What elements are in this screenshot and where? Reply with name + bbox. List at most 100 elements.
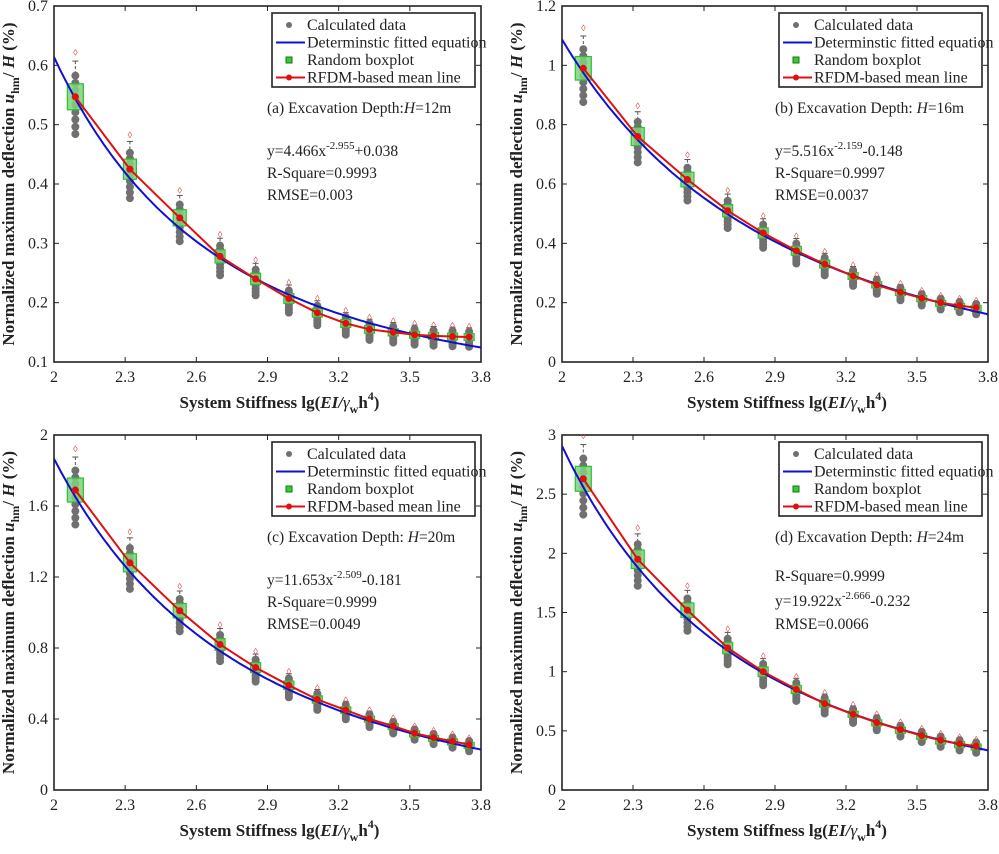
calculated-data-point [251,291,260,300]
outlier-marker: ◊ [974,734,979,744]
equation-exponent: -2.955 [326,140,355,152]
x-axis-label: System Stiffness lg(EI/γwh4) [687,817,887,844]
mean-point [449,737,457,745]
outlier-marker: ◊ [794,231,799,241]
calculated-data-point [175,627,184,636]
calculated-data-point [341,330,350,339]
outlier-marker: ◊ [391,713,396,723]
y-tick-label: 0.8 [28,640,48,657]
calculated-data-point [955,308,964,317]
y-tick-label: 1 [548,57,556,74]
outlier-marker: ◊ [761,211,766,221]
mean-point [285,681,293,689]
y-label-H: H [507,54,526,69]
mean-point [449,332,457,340]
calculated-data-point [917,738,926,747]
legend-box [271,441,476,517]
mean-point [313,695,321,703]
y-label-u: u [0,94,18,103]
outlier-marker: ◊ [920,724,925,734]
x-label-4: 4 [368,389,374,403]
outlier-marker: ◊ [725,624,730,634]
legend-green-square-icon [285,56,293,64]
y-tick-label: 0.3 [28,235,48,252]
outlier-marker: ◊ [218,229,223,239]
y-tick-label: 2 [548,545,556,562]
plot-area: ◊ ◊ ◊ ◊ ◊ ◊ ◊ ◊ ◊ ◊ ◊ ◊ ◊ ◊ [562,23,988,319]
outlier-marker: ◊ [761,651,766,661]
y-axis-label: Normalized maximum deflection uhm/ H (%) [0,451,22,774]
y-tick-label: 2 [40,427,48,444]
y-tick-label: 0.7 [28,0,48,15]
calculated-data-point [849,281,858,290]
y-label-main: Normalized maximum deflection [0,103,18,345]
calculated-data-point [820,709,829,718]
outlier-marker: ◊ [315,294,320,304]
equation-lead: y=11.653x [267,572,334,589]
y-tick-label: 0 [40,782,48,799]
x-label-main: System Stiffness lg( [687,821,828,840]
calculated-data-point [896,296,905,305]
mean-point [937,736,945,744]
y-tick-label: 0.2 [28,295,48,312]
outlier-marker: ◊ [412,319,417,329]
equation-tail: -0.148 [863,143,903,160]
legend-gray-dot-icon [286,451,292,457]
calculated-data-point [125,584,134,593]
x-label-ei: EI/ [827,393,853,412]
panel-title-var: H [916,100,929,117]
calculated-data-point [284,308,293,317]
outlier-marker: ◊ [367,705,372,715]
calculated-data-point [313,705,322,714]
calculated-data-point [125,188,134,197]
mean-point [956,302,964,310]
x-tick-label: 3.5 [400,369,420,386]
outlier-marker: ◊ [431,320,436,330]
panel-title: (d) Excavation Depth: H=24m [775,529,964,546]
r-square-label: R-Square=0.9997 [775,165,885,182]
equation-lead: y=5.516x [775,143,834,160]
fit-equation: y=19.922x-2.666-0.232 [775,590,910,610]
y-label-pct: (%) [0,451,18,484]
outlier-marker: ◊ [73,444,78,454]
x-label-w: w [857,830,866,844]
calculated-data-point [71,130,80,139]
mean-point [411,729,419,737]
outlier-marker: ◊ [636,523,641,533]
y-label-hm: hm [8,506,22,523]
y-label-H: H [0,54,18,69]
calculated-data-point [216,657,225,666]
mean-point [411,331,419,339]
calculated-data-point [820,271,829,280]
legend-label: Determinstic fitted equation [307,464,487,481]
outlier-marker: ◊ [178,185,183,195]
x-label-h: h [866,821,876,840]
x-axis-label: System Stiffness lg(EI/γwh4) [687,389,887,416]
y-tick-label: 0 [548,782,556,799]
outlier-marker: ◊ [178,582,183,592]
y-tick-label: 0.6 [536,176,556,193]
legend-green-square-icon [792,485,800,493]
y-label-slash: / [0,68,18,78]
rfdm-mean-line [582,478,977,748]
mean-point [579,64,587,72]
mean-point [896,726,904,734]
mean-point [634,555,642,563]
mean-point [972,742,980,750]
mean-point [937,299,945,307]
outlier-marker: ◊ [344,695,349,705]
outlier-marker: ◊ [344,306,349,316]
legend-label: Random boxplot [307,481,415,498]
x-tick-label: 3.5 [907,369,927,386]
y-tick-label: 0.4 [536,235,556,252]
calculated-data-point [849,718,858,727]
x-tick-label: 3.2 [836,369,856,386]
x-label-4: 4 [368,817,374,831]
panel-title: (c) Excavation Depth: H=20m [267,529,455,546]
calculated-data-point [972,748,981,757]
outlier-marker: ◊ [974,296,979,306]
outlier-marker: ◊ [685,150,690,160]
mean-point [126,559,134,567]
